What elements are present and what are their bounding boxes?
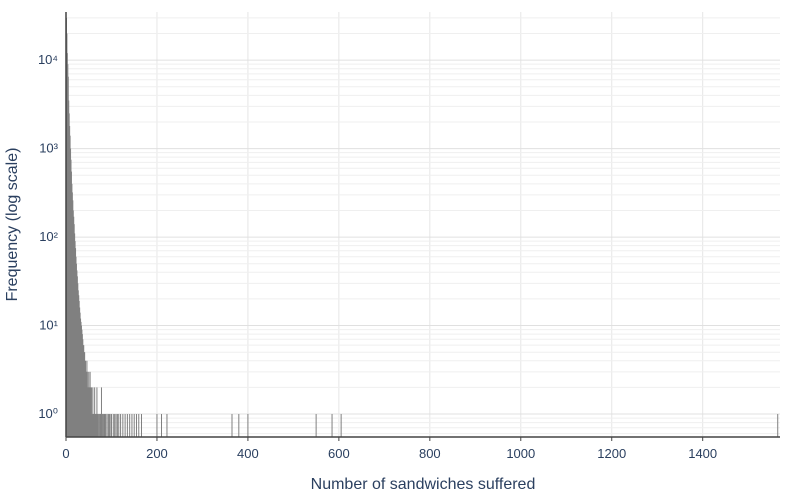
y-tick-label: 10⁴ [38,52,58,67]
x-tick-label: 1400 [688,446,717,461]
histogram-bar [114,414,116,437]
histogram-bar [140,414,142,437]
histogram-bar [107,414,109,437]
histogram-bar [131,414,133,437]
histogram-bar [126,414,128,437]
y-tick-label: 10¹ [39,318,58,333]
histogram-bar [133,414,135,437]
y-tick-label: 10² [39,229,58,244]
bars-layer [65,17,779,438]
x-tick-label: 1200 [597,446,626,461]
x-tick-labels: 0 200 400 600 800 1000 1200 1400 [62,437,717,461]
histogram-bar [105,414,107,437]
histogram-bar [98,414,100,437]
x-tick-label: 800 [419,446,441,461]
x-tick-label: 400 [237,446,259,461]
histogram-bar [238,414,240,437]
histogram-bar [156,414,158,437]
histogram-bar [115,414,117,437]
histogram-bar [110,414,112,437]
y-axis-title: Frequency (log scale) [4,148,21,302]
histogram-bar [315,414,317,437]
x-axis-title: Number of sandwiches suffered [311,476,536,493]
y-tick-label: 10⁰ [38,406,58,421]
histogram-bar [340,414,342,437]
x-tick-label: 0 [62,446,69,461]
grid-layer [65,12,780,437]
axes-layer [65,12,780,438]
histogram-bar [112,414,114,437]
x-tick-label: 200 [146,446,168,461]
histogram-bar [247,414,249,437]
histogram-bar [120,414,122,437]
histogram-bar [124,414,126,437]
histogram-bar [100,387,102,437]
histogram-bar [92,387,94,437]
histogram-bar [161,414,163,437]
x-tick-label: 600 [328,446,350,461]
histogram-bar [102,414,104,437]
y-tick-labels: 10⁰ 10¹ 10² 10³ 10⁴ [38,52,59,421]
histogram-bar [97,414,99,437]
histogram-bar [231,414,233,437]
histogram-bar [122,414,124,437]
histogram-bar [118,414,120,437]
histogram-bar [90,387,92,437]
histogram-bar [90,387,92,437]
histogram-bar [106,414,108,437]
histogram-bar [96,387,98,437]
histogram-bar [135,414,137,437]
histogram-bar [138,414,140,437]
histogram-bar [331,414,333,437]
histogram-bar [101,414,103,437]
histogram-bar [109,414,111,437]
x-tick-label: 1000 [506,446,535,461]
histogram-bar [777,414,779,437]
histogram-bar [116,414,118,437]
histogram-bar [129,414,131,437]
y-tick-label: 10³ [39,141,58,156]
histogram-bar [108,414,110,437]
histogram-bar [94,387,96,437]
histogram-bar [104,414,106,437]
histogram-bar [166,414,168,437]
histogram-bar [99,414,101,437]
